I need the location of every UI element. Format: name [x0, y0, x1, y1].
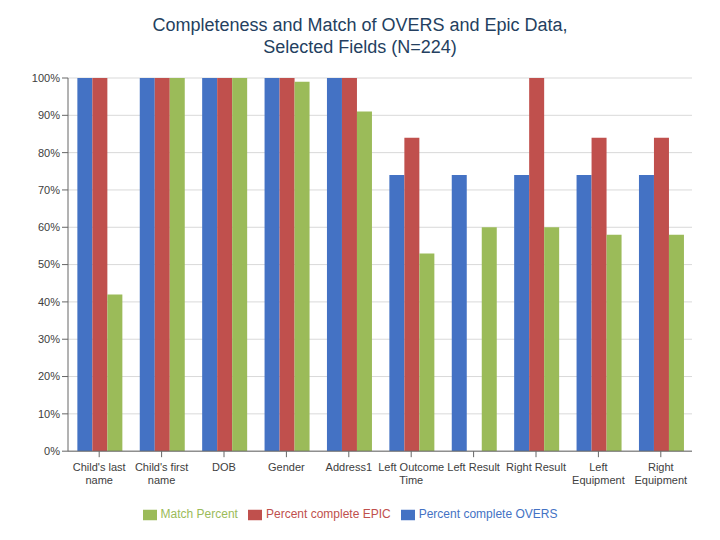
svg-text:Left Result: Left Result: [447, 461, 500, 473]
html-text:Selected Fields (N=224): Selected Fields (N=224): [263, 37, 457, 57]
svg-text:Child's lastname: Child's lastname: [73, 461, 126, 486]
svg-text:60%: 60%: [38, 221, 60, 233]
svg-text:RightEquipment: RightEquipment: [635, 461, 688, 486]
svg-text:100%: 100%: [32, 72, 60, 84]
svg-text:70%: 70%: [38, 184, 60, 196]
svg-text:0%: 0%: [44, 445, 60, 457]
html-text:Match Percent: Match Percent: [160, 507, 238, 522]
html-text:Percent complete EPIC: Percent complete EPIC: [266, 507, 391, 522]
svg-text:LeftEquipment: LeftEquipment: [572, 461, 625, 486]
svg-text:50%: 50%: [38, 258, 60, 270]
html-text:Completeness and Match of OVER: Completeness and Match of OVERS and Epic…: [152, 15, 568, 35]
svg-text:20%: 20%: [38, 370, 60, 382]
svg-text:Right Result: Right Result: [506, 461, 566, 473]
svg-text:DOB: DOB: [212, 461, 236, 473]
svg-text:80%: 80%: [38, 147, 60, 159]
svg-text:Child's firstname: Child's firstname: [135, 461, 188, 486]
svg-text:90%: 90%: [38, 109, 60, 121]
html-text:Percent complete OVERS: Percent complete OVERS: [418, 507, 558, 522]
svg-text:Address1: Address1: [326, 461, 372, 473]
svg-text:30%: 30%: [38, 333, 60, 345]
svg-text:40%: 40%: [38, 296, 60, 308]
svg-text:Left OutcomeTime: Left OutcomeTime: [378, 461, 444, 486]
svg-text:10%: 10%: [38, 408, 60, 420]
svg-text:Gender: Gender: [268, 461, 305, 473]
